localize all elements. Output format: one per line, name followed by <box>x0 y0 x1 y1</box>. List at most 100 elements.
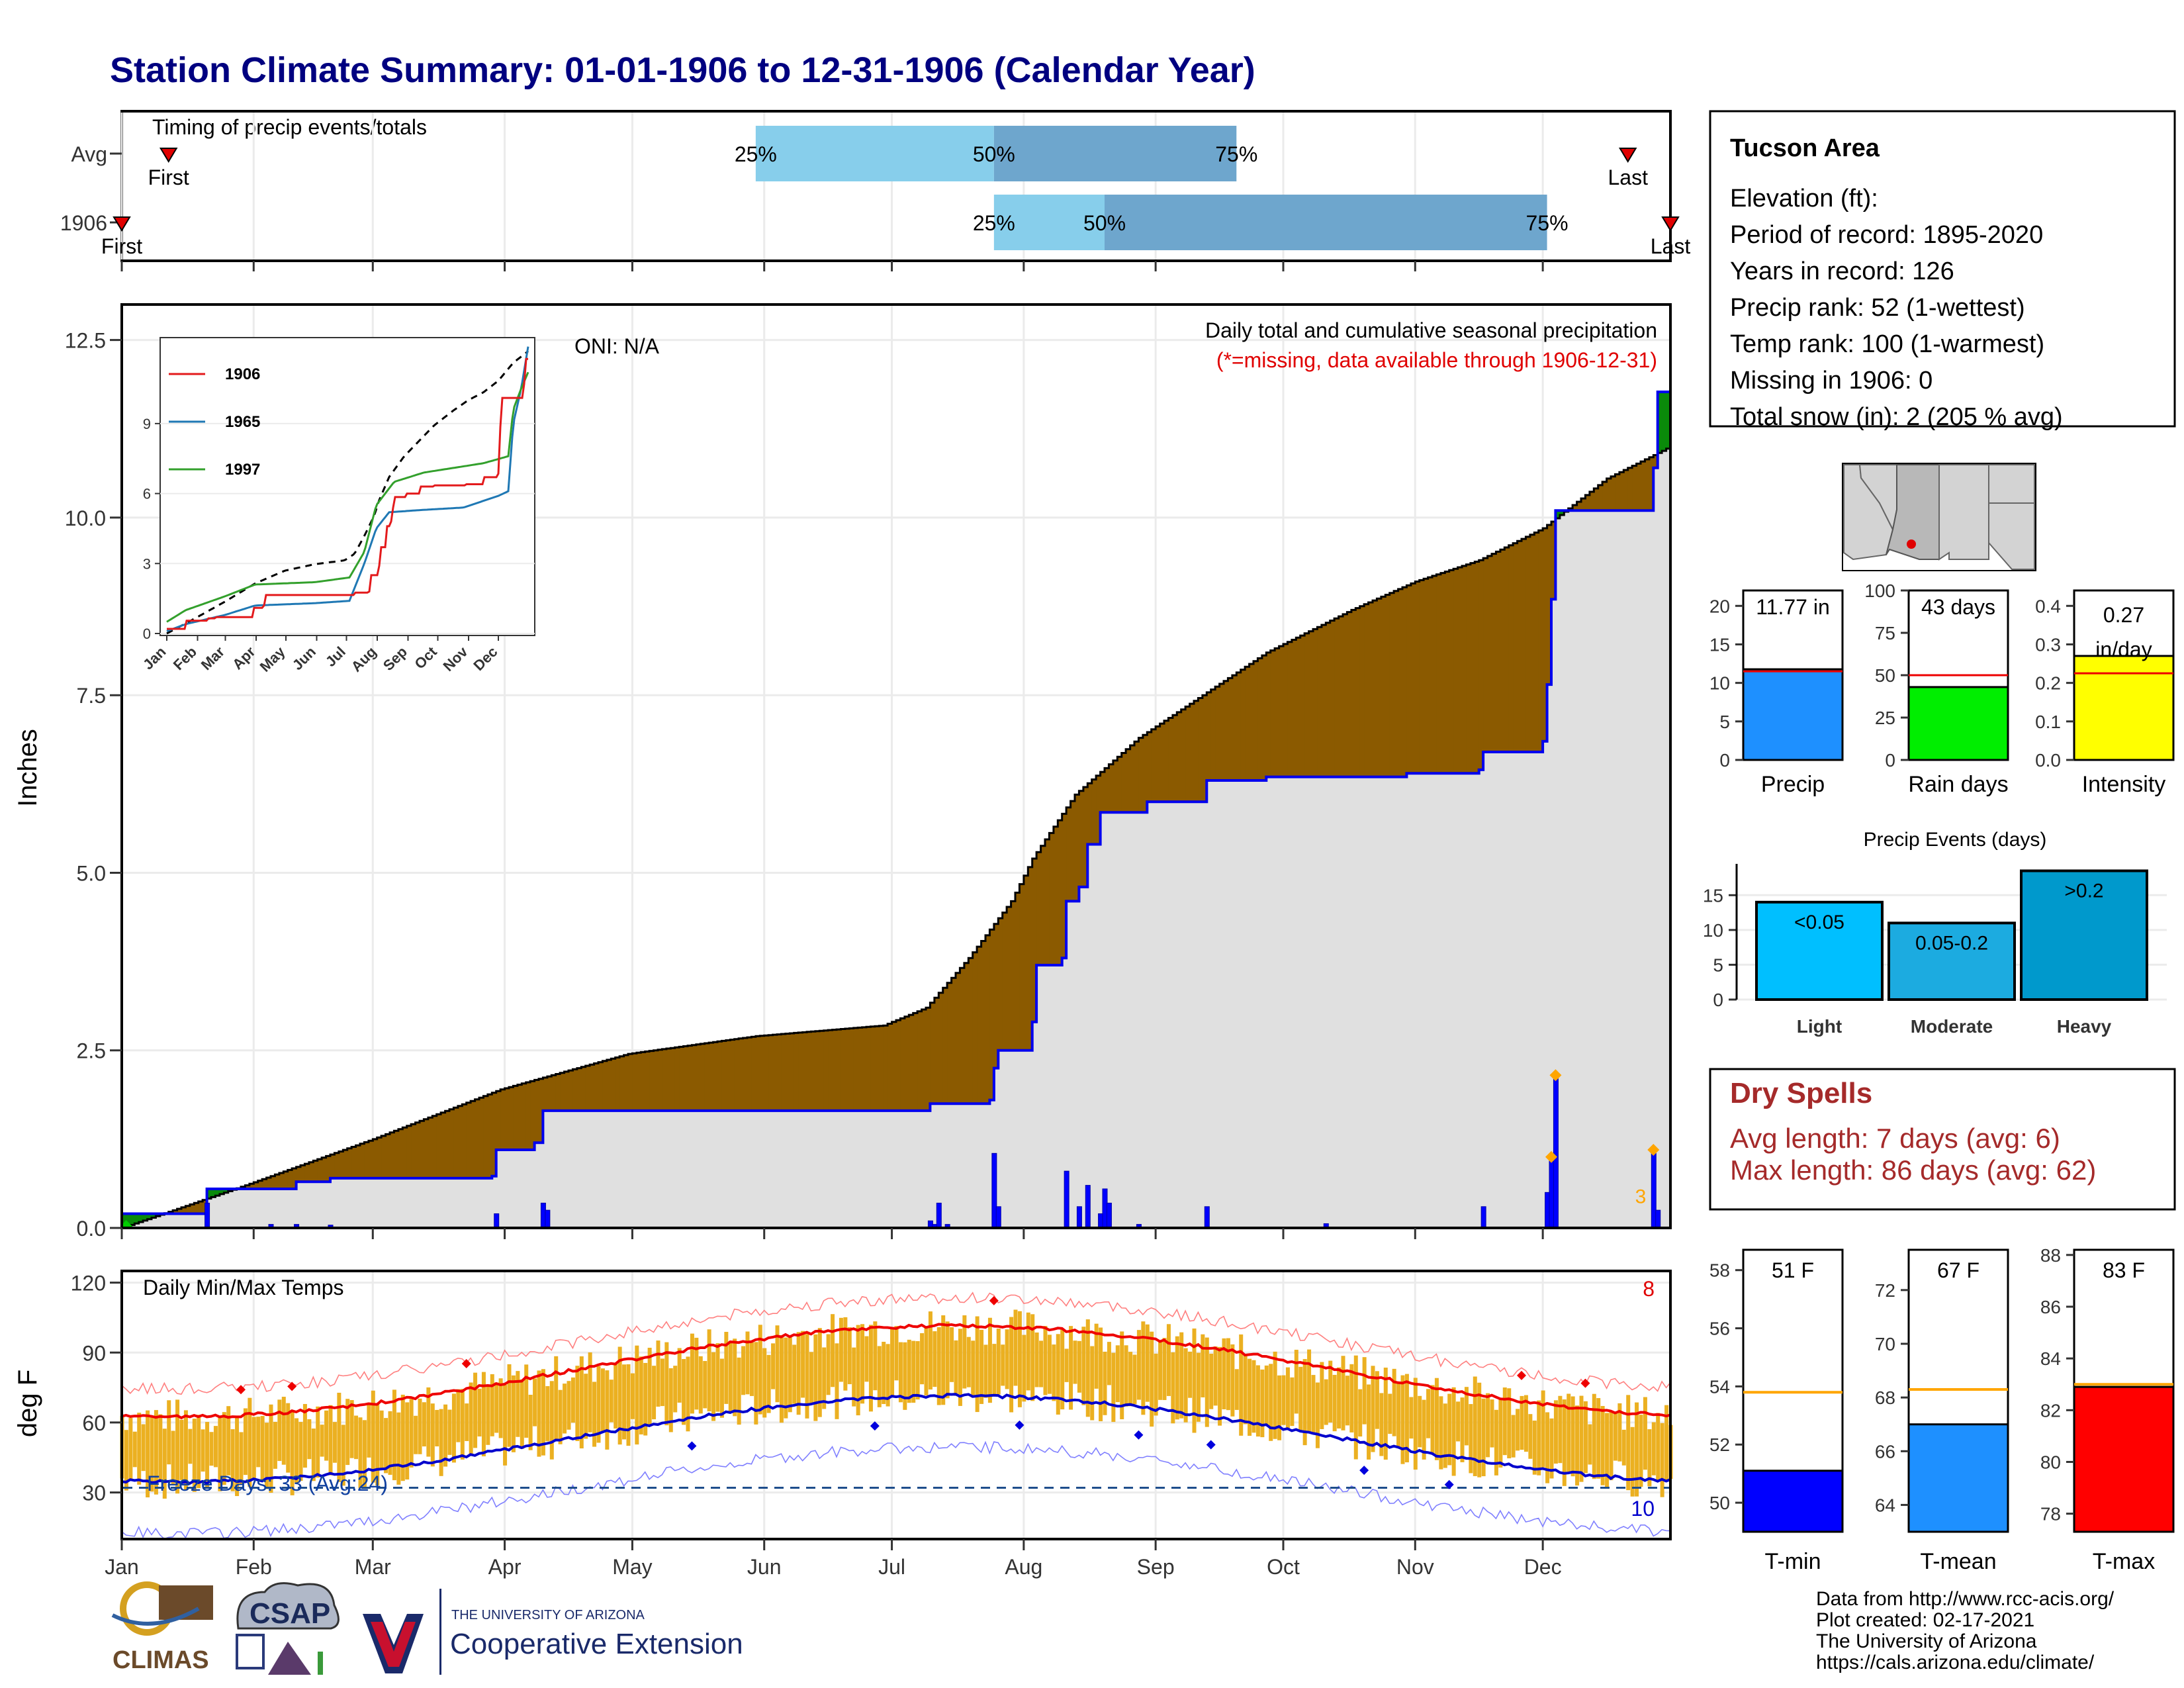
daily-temp-bar <box>298 1422 303 1481</box>
precip-deficit-slice <box>802 1032 807 1111</box>
daily-temp-bar <box>171 1430 175 1484</box>
precip-deficit-slice <box>462 1104 467 1178</box>
daily-temp-bar <box>150 1416 154 1492</box>
daily-temp-bar <box>1043 1326 1048 1395</box>
daily-temp-bar <box>507 1364 512 1447</box>
daily-temp-bar <box>1430 1385 1435 1454</box>
daily-temp-bar <box>1367 1384 1371 1460</box>
precip-deficit-slice <box>1611 476 1616 511</box>
daily-temp-bar <box>847 1327 852 1385</box>
daily-temp-bar <box>239 1432 244 1484</box>
precip-deficit-slice <box>1326 622 1331 777</box>
daily-temp-bar <box>260 1416 265 1482</box>
daily-temp-bar <box>1281 1375 1286 1425</box>
precip-deficit-slice <box>904 1016 909 1111</box>
daily-temp-bar <box>1115 1345 1120 1403</box>
event-bar-value: >0.2 <box>2064 880 2103 902</box>
summary-bar-tick-label: 0.1 <box>2035 712 2061 732</box>
daily-temp-bar <box>617 1346 622 1445</box>
daily-temp-bar <box>822 1347 827 1409</box>
precip-deficit-slice <box>1266 652 1271 777</box>
precip-deficit-slice <box>509 1087 514 1150</box>
precip-deficit-slice <box>347 1148 352 1178</box>
precip-deficit-slice <box>500 1089 506 1150</box>
precip-deficit-slice <box>844 1029 850 1111</box>
daily-temp-bar <box>1609 1411 1614 1481</box>
precip-deficit-slice <box>1402 587 1408 777</box>
temp-ytick-label: 30 <box>82 1481 106 1505</box>
precip-deficit-slice <box>1440 573 1445 774</box>
temp-summary-label: T-mean <box>1920 1549 1996 1574</box>
daily-temp-bar <box>549 1381 554 1460</box>
precip-deficit-slice <box>606 1060 612 1111</box>
precip-deficit-slice <box>360 1143 365 1178</box>
precip-deficit-slice <box>1641 461 1646 511</box>
daily-temp-bar <box>754 1342 758 1425</box>
daily-temp-bar <box>690 1333 694 1414</box>
tmin-summary-bar <box>1742 1470 1844 1533</box>
daily-temp-bar <box>469 1382 473 1456</box>
daily-temp-bar <box>987 1317 992 1403</box>
temp-summary-tick-label: 78 <box>2040 1504 2061 1524</box>
events-tick-label: 5 <box>1713 955 1723 975</box>
precip-deficit-slice <box>1487 555 1492 753</box>
precip-deficit-slice <box>271 1176 276 1189</box>
daily-temp-bar <box>1128 1352 1133 1407</box>
daily-temp-bar <box>1150 1331 1154 1427</box>
summary-bar-tick-label: 75 <box>1875 623 1895 643</box>
precip-ytick-label: 7.5 <box>77 684 106 708</box>
locator-map <box>1842 463 2036 571</box>
daily-temp-bar <box>1013 1309 1018 1386</box>
daily-temp-bar <box>1592 1393 1596 1479</box>
daily-temp-bar <box>516 1371 520 1437</box>
daily-temp-bar <box>1451 1387 1456 1476</box>
daily-temp-bar <box>201 1429 205 1472</box>
daily-temp-bar <box>269 1404 273 1493</box>
precip-deficit-slice <box>445 1111 450 1178</box>
precip-deficit-slice <box>807 1031 812 1111</box>
daily-temp-bar <box>1358 1389 1363 1437</box>
event-bar-label: Heavy <box>2057 1016 2112 1037</box>
summary-bar-tick-label: 0.4 <box>2035 596 2061 616</box>
daily-temp-bar <box>1239 1334 1244 1436</box>
precip-surplus-slice <box>1666 391 1671 449</box>
precip-deficit-slice <box>441 1112 446 1178</box>
daily-temp-bar <box>1362 1357 1367 1425</box>
daily-temp-bar <box>1332 1374 1337 1432</box>
precip-surplus-slice <box>211 1188 216 1197</box>
daily-temp-bar <box>1575 1405 1580 1486</box>
precip-deficit-slice <box>832 1029 837 1111</box>
daily-temp-bar <box>295 1418 299 1483</box>
daily-temp-bar <box>1613 1413 1617 1461</box>
precip-deficit-slice <box>1210 689 1216 780</box>
precip-deficit-slice <box>415 1122 420 1178</box>
events-tick-label: 15 <box>1703 885 1723 906</box>
precip-deficit-slice <box>887 1023 893 1111</box>
daily-temp-bar <box>792 1344 797 1404</box>
precip-deficit-slice <box>1253 661 1259 780</box>
precip-deficit-slice <box>402 1127 408 1178</box>
precip-deficit-slice <box>1130 745 1135 813</box>
precip-deficit-slice <box>768 1035 774 1111</box>
daily-temp-bar <box>779 1335 784 1423</box>
summary-bar-value-unit: in/day <box>2095 637 2152 661</box>
precip-deficit-slice <box>1206 692 1212 780</box>
daily-temp-bar <box>1635 1402 1639 1497</box>
precip-deficit-slice <box>1606 478 1612 511</box>
daily-temp-bar <box>1324 1379 1328 1425</box>
footer-line: Plot created: 02-17-2021 <box>1816 1609 2034 1631</box>
daily-temp-bar <box>1579 1395 1584 1482</box>
precip-deficit-slice <box>1627 467 1633 511</box>
precip-ytick-label: 5.0 <box>77 861 106 885</box>
precip-deficit-slice <box>471 1101 476 1178</box>
daily-precip-bar <box>494 1213 500 1229</box>
daily-temp-bar <box>694 1337 699 1410</box>
precip-deficit-slice <box>381 1135 387 1178</box>
daily-temp-bar <box>724 1331 729 1404</box>
precip-deficit-slice <box>487 1094 492 1178</box>
precip-surplus-slice <box>152 1213 157 1218</box>
precip-deficit-slice <box>1343 614 1348 777</box>
precip-deficit-slice <box>1355 608 1361 777</box>
events-tick-label: 10 <box>1703 920 1723 941</box>
daily-temp-bar <box>1605 1413 1610 1489</box>
